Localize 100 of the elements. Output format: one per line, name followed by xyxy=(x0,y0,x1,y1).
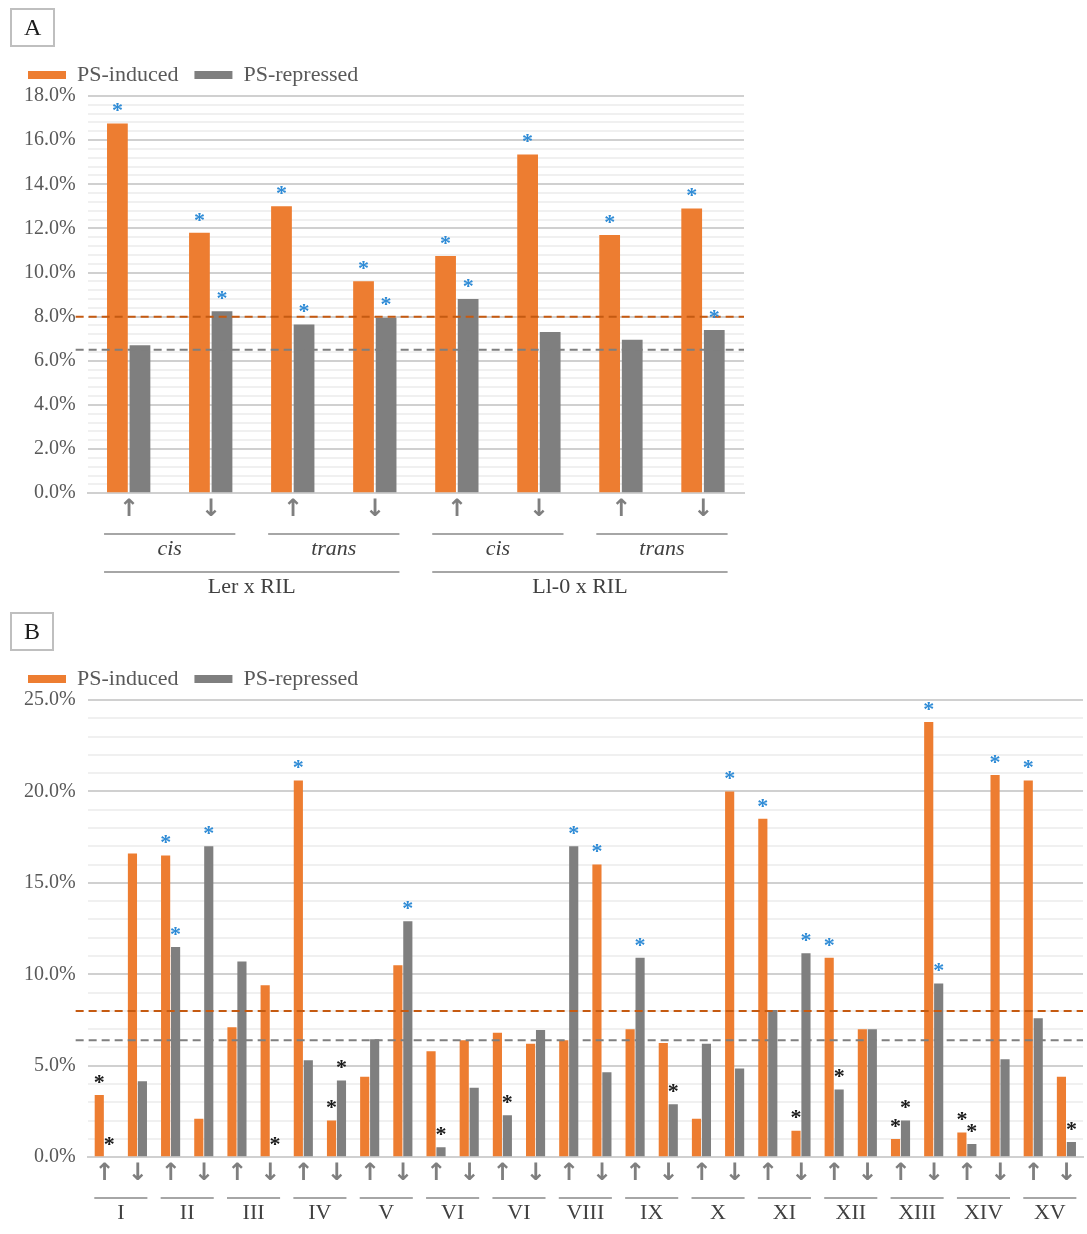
bar xyxy=(107,123,128,493)
text: V xyxy=(378,1198,395,1224)
x-tick-label: ↑ xyxy=(757,1157,778,1186)
chart-title: B xyxy=(10,612,55,651)
x-tick-label: ↓ xyxy=(364,493,385,522)
data-label: * xyxy=(757,792,769,818)
y-tick-label: 8.0% xyxy=(33,303,76,326)
bar xyxy=(701,1043,712,1157)
bar xyxy=(526,1043,536,1157)
data-label: * xyxy=(269,1130,281,1156)
bar xyxy=(924,721,934,1157)
bar xyxy=(194,1118,204,1157)
x-tick-label: ↑ xyxy=(118,493,139,522)
data-label: * xyxy=(111,97,123,123)
data-label: * xyxy=(966,1117,978,1143)
text: X xyxy=(710,1198,727,1224)
bar xyxy=(353,281,374,493)
text: IV xyxy=(308,1198,332,1224)
data-label: * xyxy=(203,819,215,845)
data-label: * xyxy=(591,838,603,864)
y-tick-label: 15.0% xyxy=(23,870,76,893)
data-label: * xyxy=(160,829,172,855)
bar xyxy=(957,1132,967,1157)
x-tick-label: ↓ xyxy=(857,1157,878,1186)
bar xyxy=(293,780,303,1157)
x-tick-label: ↓ xyxy=(790,1157,812,1186)
data-label: * xyxy=(298,298,310,324)
y-tick-label: 10.0% xyxy=(23,259,76,282)
bar xyxy=(227,1027,237,1157)
text: cis xyxy=(157,534,182,560)
bar xyxy=(834,1089,844,1157)
bar xyxy=(735,1068,745,1157)
bar xyxy=(900,1120,911,1157)
bar xyxy=(326,1120,337,1157)
y-tick-label: 20.0% xyxy=(23,778,76,801)
text: VIII xyxy=(566,1198,605,1224)
y-tick-label: 16.0% xyxy=(23,127,76,150)
bar xyxy=(967,1144,977,1157)
data-label: * xyxy=(568,819,580,845)
text: IX xyxy=(640,1198,664,1224)
data-label: * xyxy=(402,894,414,920)
data-label: * xyxy=(1065,1115,1077,1141)
data-label: * xyxy=(326,1094,338,1120)
x-tick-label: ↓ xyxy=(923,1157,944,1186)
bar xyxy=(436,1147,446,1157)
data-label: * xyxy=(833,1063,845,1089)
legend-label: PS-induced xyxy=(77,60,179,86)
x-tick-label: ↓ xyxy=(591,1157,612,1186)
data-label: * xyxy=(170,920,182,946)
x-tick-label: ↓ xyxy=(127,1157,148,1186)
data-label: * xyxy=(800,926,812,952)
x-tick-label: ↓ xyxy=(1056,1157,1077,1186)
bar xyxy=(857,1029,867,1157)
x-tick-label: ↑ xyxy=(492,1157,513,1186)
data-label: * xyxy=(823,931,835,957)
legend-label: PS-repressed xyxy=(243,664,359,690)
x-tick-label: ↑ xyxy=(558,1157,579,1186)
text: XV xyxy=(1033,1198,1066,1224)
x-tick-label: ↑ xyxy=(890,1157,911,1186)
bar xyxy=(271,206,292,493)
y-tick-label: 12.0% xyxy=(23,215,76,238)
data-label: * xyxy=(790,1104,802,1130)
bar xyxy=(1066,1142,1076,1157)
data-label: * xyxy=(380,291,392,317)
bar xyxy=(303,1060,313,1157)
text: II xyxy=(179,1198,195,1224)
y-tick-label: 5.0% xyxy=(33,1053,76,1076)
x-tick-label: ↑ xyxy=(446,493,467,522)
x-tick-label: ↑ xyxy=(94,1157,115,1186)
text: Ll-0 x RIL xyxy=(532,572,628,598)
x-tick-label: ↑ xyxy=(359,1157,380,1186)
text: I xyxy=(117,1198,125,1224)
bar xyxy=(725,791,735,1157)
bar xyxy=(336,1080,347,1157)
x-tick-label: ↑ xyxy=(1023,1157,1044,1186)
data-label: * xyxy=(933,957,945,983)
y-tick-label: 18.0% xyxy=(23,83,76,106)
bar xyxy=(393,965,403,1157)
bar xyxy=(426,1051,436,1157)
x-tick-label: ↑ xyxy=(691,1157,712,1186)
bar xyxy=(469,1087,479,1157)
x-tick-label: ↑ xyxy=(226,1157,248,1186)
text: III xyxy=(242,1198,265,1224)
data-label: * xyxy=(900,1094,911,1120)
x-tick-label: ↑ xyxy=(293,1157,314,1186)
data-label: * xyxy=(1022,754,1034,780)
x-tick-label: ↓ xyxy=(260,1157,281,1186)
data-label: * xyxy=(989,748,1001,774)
legend-label: PS-induced xyxy=(77,664,179,690)
bar xyxy=(492,1032,502,1157)
x-tick-label: ↑ xyxy=(625,1157,646,1186)
data-label: * xyxy=(724,765,736,791)
x-tick-label: ↑ xyxy=(956,1157,977,1186)
x-tick-label: ↓ xyxy=(692,493,714,522)
x-tick-label: ↓ xyxy=(459,1157,480,1186)
data-label: * xyxy=(435,1120,447,1146)
chart-title: A xyxy=(10,8,56,47)
data-label: * xyxy=(522,128,534,154)
text: XII xyxy=(835,1198,867,1224)
bar xyxy=(791,1130,801,1157)
